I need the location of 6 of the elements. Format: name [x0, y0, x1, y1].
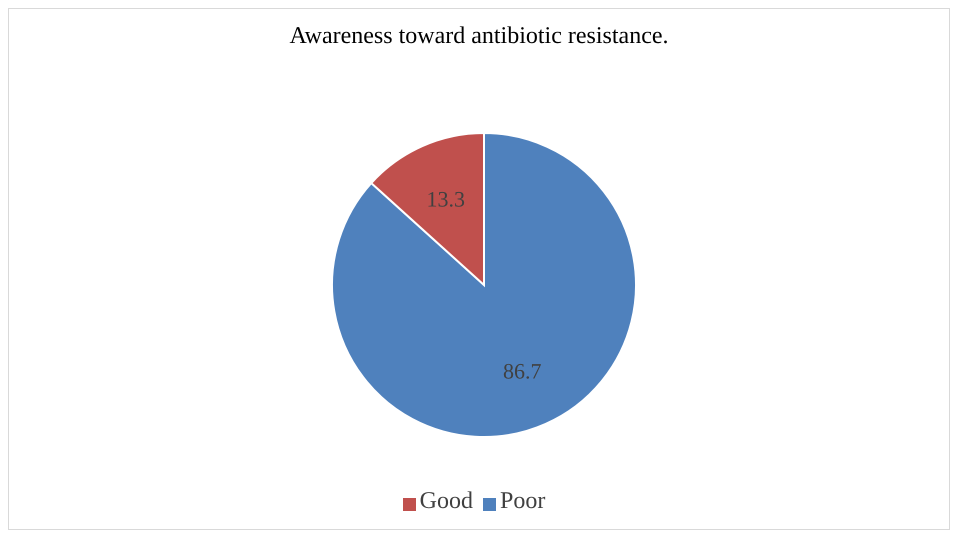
legend-label: Good [420, 488, 473, 514]
chart-title: Awareness toward antibiotic resistance. [288, 23, 670, 50]
legend-label: Poor [500, 488, 546, 514]
data-label: 86.7 [502, 358, 542, 384]
pie-slice [331, 132, 637, 438]
data-label: 13.3 [426, 186, 466, 212]
